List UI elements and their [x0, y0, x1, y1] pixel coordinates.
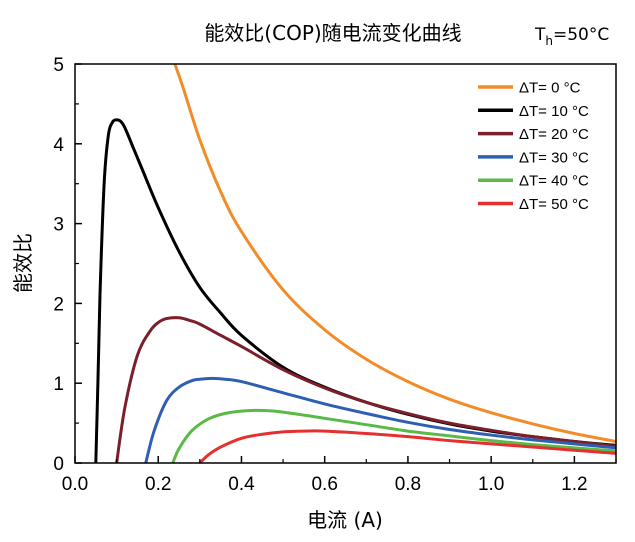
plot-area	[94, 64, 616, 463]
y-tick-label: 0	[53, 454, 64, 475]
legend-label-5: ΔT= 50 °C	[519, 196, 589, 213]
plot-frame	[74, 63, 617, 464]
legend-label-1: ΔT= 10 °C	[519, 103, 589, 120]
x-tick-label: 0.0	[62, 474, 88, 495]
series-line-4	[171, 408, 616, 463]
legend-label-4: ΔT= 40 °C	[519, 173, 589, 190]
y-axis-label: 能效比	[11, 233, 35, 293]
x-tick-label: 0.6	[311, 474, 337, 495]
x-tick-label: 1.2	[561, 474, 587, 495]
subtitle-rest: =50°C	[553, 25, 609, 45]
y-tick-label: 3	[53, 215, 64, 236]
x-tick-label: 0.8	[395, 474, 421, 495]
y-tick-label: 4	[53, 135, 64, 156]
subtitle-main: T	[534, 25, 546, 45]
legend-label-0: ΔT= 0 °C	[519, 80, 581, 97]
series-line-5	[198, 429, 616, 463]
y-tick-label: 2	[53, 294, 64, 315]
series-line-2	[115, 316, 616, 463]
series-line-0	[173, 64, 616, 443]
x-tick-label: 0.4	[228, 474, 255, 495]
axes: 0.0 0.2 0.4 0.6 0.8 1.0 1.2 0 1 2 3 4 5	[53, 55, 617, 495]
y-tick-label: 1	[53, 374, 64, 395]
subtitle-sub: h	[545, 34, 553, 48]
chart-title: 能效比(COP)随电流变化曲线	[204, 21, 461, 45]
legend-label-2: ΔT= 20 °C	[519, 126, 589, 143]
legend-label-3: ΔT= 30 °C	[519, 149, 589, 166]
y-tick-label: 5	[53, 55, 64, 76]
x-axis-label: 电流 (A)	[307, 508, 383, 532]
legend: ΔT= 0 °C ΔT= 10 °C ΔT= 20 °C ΔT= 30 °C ΔT= 4…	[478, 80, 589, 213]
chart-subtitle: Th=50°C	[534, 25, 609, 48]
series-lines	[94, 64, 616, 463]
x-tick-label: 0.2	[145, 474, 171, 495]
x-tick-label: 1.0	[478, 474, 504, 495]
series-line-3	[144, 376, 616, 463]
